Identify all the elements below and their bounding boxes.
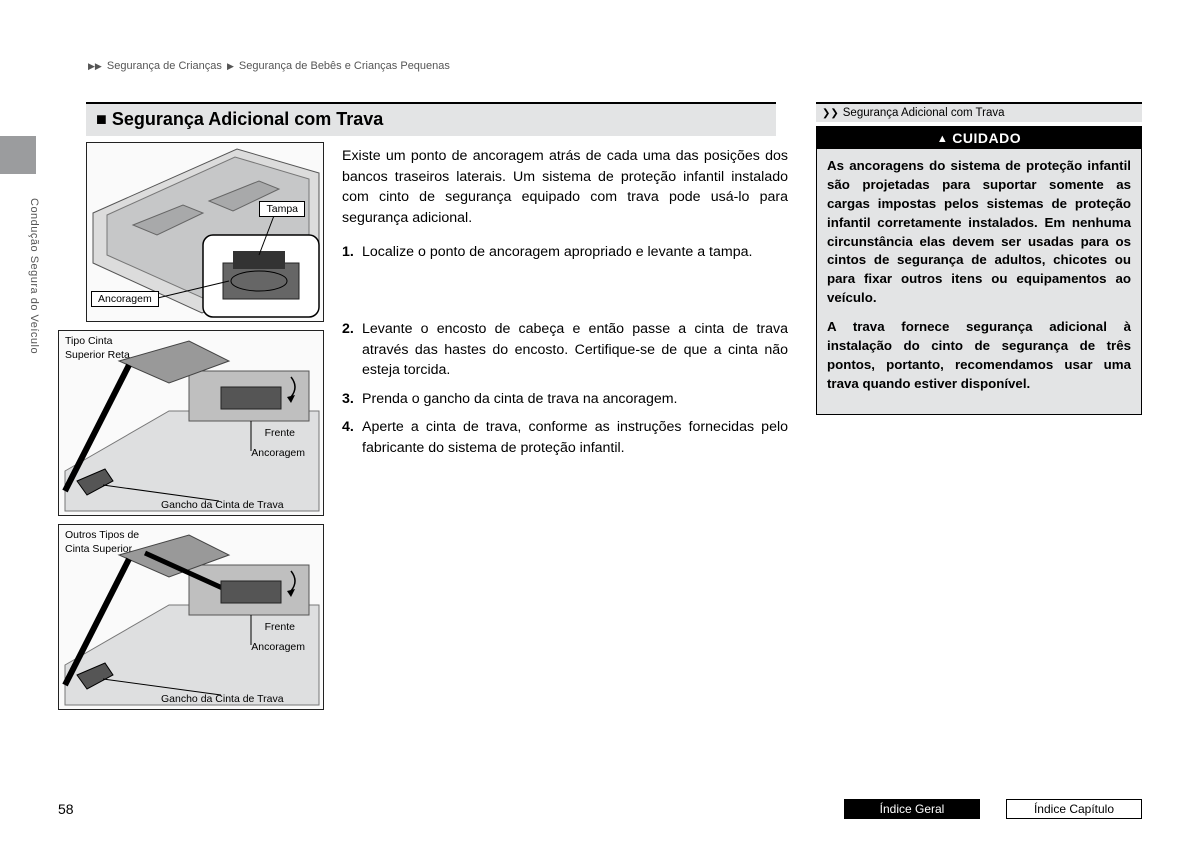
double-chevron-icon: ❯❯ (822, 108, 839, 119)
index-general-button[interactable]: Índice Geral (844, 799, 980, 819)
step-item: 4.Aperte a cinta de trava, conforme as i… (342, 417, 788, 458)
chevron-right-icon: ▶▶ (88, 61, 102, 71)
figure-label-ancoragem: Ancoragem (91, 291, 159, 307)
sidebar-title-text: Segurança Adicional com Trava (843, 107, 1005, 119)
caution-paragraph: A trava fornece segurança adicional à in… (827, 318, 1131, 394)
figure-label-tampa: Tampa (259, 201, 305, 217)
intro-paragraph: Existe um ponto de ancoragem atrás de ca… (342, 146, 788, 228)
figure-label-ancoragem: Ancoragem (251, 641, 305, 653)
page-number: 58 (58, 801, 74, 817)
step-item: 3.Prenda o gancho da cinta de trava na a… (342, 389, 788, 410)
sidebar-heading: ❯❯ Segurança Adicional com Trava (816, 104, 1142, 122)
figure-label-outros2: Cinta Superior (65, 543, 132, 555)
breadcrumb: ▶▶ Segurança de Crianças ▶ Segurança de … (86, 60, 1142, 72)
figure-label-tipo-cinta: Tipo Cinta (65, 335, 112, 347)
index-chapter-button[interactable]: Índice Capítulo (1006, 799, 1142, 819)
step-text: Aperte a cinta de trava, conforme as ins… (362, 417, 788, 458)
warning-icon: ▲ (937, 133, 948, 145)
section-heading: ■ Segurança Adicional com Trava (86, 102, 776, 136)
figure-straight-tether: Tipo Cinta Superior Reta Frente Ancorage… (58, 330, 324, 516)
figure-label-frente: Frente (265, 427, 295, 439)
page-footer: 58 Índice Geral Índice Capítulo (58, 799, 1142, 819)
figure-label-ancoragem: Ancoragem (251, 447, 305, 459)
figure-other-tether: Outros Tipos de Cinta Superior Frente An… (58, 524, 324, 710)
sidebar: ❯❯ Segurança Adicional com Trava ▲ CUIDAD… (816, 102, 1142, 718)
figure-label-gancho: Gancho da Cinta de Trava (161, 499, 284, 511)
step-item: 2.Levante o encosto de cabeça e então pa… (342, 319, 788, 381)
figure-label-frente: Frente (265, 621, 295, 633)
step-item: 1.Localize o ponto de ancoragem apropria… (342, 242, 788, 263)
figure-label-outros1: Outros Tipos de (65, 529, 139, 541)
section-title-text: Segurança Adicional com Trava (112, 109, 383, 129)
caution-paragraph: As ancoragens do sistema de proteção inf… (827, 157, 1131, 308)
caution-label: CUIDADO (952, 130, 1021, 146)
step-text: Levante o encosto de cabeça e então pass… (362, 319, 788, 381)
figure-anchorage-overview: Tampa Ancoragem (86, 142, 324, 322)
figure-label-gancho: Gancho da Cinta de Trava (161, 693, 284, 705)
breadcrumb-item: Segurança de Crianças (107, 60, 222, 72)
step-text: Prenda o gancho da cinta de trava na anc… (362, 389, 678, 410)
caution-header: ▲ CUIDADO (817, 127, 1141, 149)
chevron-right-icon: ▶ (227, 61, 234, 71)
step-text: Localize o ponto de ancoragem apropriado… (362, 242, 752, 263)
body-text-column: Existe um ponto de ancoragem atrás de ca… (342, 142, 788, 718)
caution-box: ▲ CUIDADO As ancoragens do sistema de pro… (816, 126, 1142, 415)
breadcrumb-item: Segurança de Bebês e Crianças Pequenas (239, 60, 450, 72)
figure-label-tipo-cinta2: Superior Reta (65, 349, 130, 361)
